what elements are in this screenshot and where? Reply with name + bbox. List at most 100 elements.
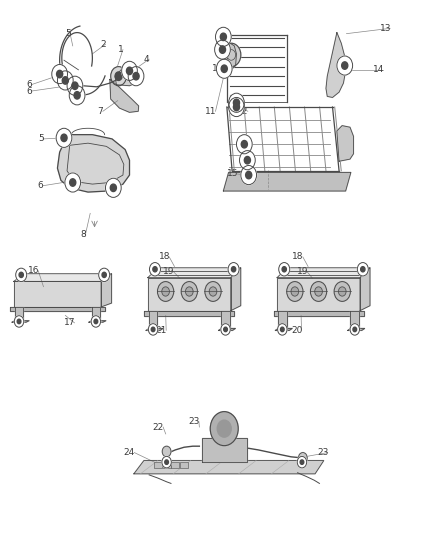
Circle shape <box>57 71 73 90</box>
Circle shape <box>111 67 127 86</box>
Text: 17: 17 <box>64 318 75 327</box>
Text: 21: 21 <box>155 326 167 335</box>
Circle shape <box>233 103 240 111</box>
Circle shape <box>62 77 68 84</box>
Circle shape <box>315 287 322 296</box>
Text: 4: 4 <box>144 55 149 63</box>
Circle shape <box>205 281 221 301</box>
Circle shape <box>280 327 284 332</box>
Circle shape <box>357 263 368 276</box>
Text: 2: 2 <box>100 40 106 49</box>
Polygon shape <box>274 311 364 316</box>
Circle shape <box>246 171 252 179</box>
Text: 5: 5 <box>65 29 71 38</box>
Polygon shape <box>101 274 112 307</box>
Polygon shape <box>14 274 112 281</box>
Circle shape <box>67 76 83 95</box>
Circle shape <box>240 151 255 169</box>
Text: 5: 5 <box>38 134 43 143</box>
Circle shape <box>241 165 257 184</box>
Polygon shape <box>12 321 29 322</box>
Circle shape <box>19 272 23 278</box>
Circle shape <box>229 93 244 112</box>
Circle shape <box>244 157 251 164</box>
Circle shape <box>282 266 286 272</box>
Polygon shape <box>14 307 23 322</box>
Circle shape <box>339 287 346 296</box>
Circle shape <box>224 327 227 332</box>
Circle shape <box>14 316 24 327</box>
Circle shape <box>181 281 198 301</box>
Circle shape <box>153 266 157 272</box>
Polygon shape <box>231 268 241 311</box>
Text: 11: 11 <box>205 107 216 116</box>
Polygon shape <box>221 311 230 330</box>
Text: 8: 8 <box>80 230 86 239</box>
Circle shape <box>219 46 226 53</box>
Circle shape <box>162 287 170 296</box>
Text: 12: 12 <box>237 107 249 116</box>
Circle shape <box>17 319 21 324</box>
Polygon shape <box>277 278 360 311</box>
Text: 19: 19 <box>163 268 175 276</box>
Circle shape <box>74 92 80 99</box>
Circle shape <box>61 134 67 142</box>
Circle shape <box>70 179 76 186</box>
Text: 20: 20 <box>291 326 302 335</box>
Text: 18: 18 <box>292 253 304 261</box>
Circle shape <box>72 82 78 90</box>
Polygon shape <box>223 172 351 191</box>
Polygon shape <box>149 311 157 330</box>
Text: 18: 18 <box>159 253 170 261</box>
Circle shape <box>241 141 247 148</box>
Circle shape <box>222 43 241 67</box>
Text: 10: 10 <box>212 64 224 73</box>
Circle shape <box>186 287 193 296</box>
Polygon shape <box>92 307 100 322</box>
Circle shape <box>158 281 174 301</box>
Circle shape <box>215 40 230 59</box>
Circle shape <box>56 128 72 148</box>
Circle shape <box>228 263 239 276</box>
Circle shape <box>69 86 85 105</box>
Circle shape <box>106 178 121 197</box>
Circle shape <box>162 456 171 468</box>
Polygon shape <box>276 328 292 330</box>
Polygon shape <box>278 311 287 330</box>
Circle shape <box>229 98 244 117</box>
Circle shape <box>102 272 106 278</box>
Text: 13: 13 <box>380 24 391 33</box>
FancyBboxPatch shape <box>154 462 162 468</box>
Circle shape <box>287 281 303 301</box>
Circle shape <box>311 281 327 301</box>
Polygon shape <box>14 281 101 307</box>
Circle shape <box>94 319 98 324</box>
Circle shape <box>115 72 122 80</box>
Text: 9: 9 <box>220 29 226 38</box>
Text: 6: 6 <box>38 181 43 190</box>
Text: 23: 23 <box>317 448 328 457</box>
Circle shape <box>57 70 63 78</box>
Circle shape <box>237 135 252 154</box>
Circle shape <box>148 324 158 335</box>
Circle shape <box>215 27 231 46</box>
Text: 7: 7 <box>98 107 103 116</box>
Polygon shape <box>146 328 163 330</box>
Text: 24: 24 <box>124 448 135 457</box>
Circle shape <box>337 56 353 75</box>
Polygon shape <box>360 268 370 311</box>
Circle shape <box>279 263 290 276</box>
Circle shape <box>334 281 350 301</box>
Text: 15: 15 <box>227 169 238 179</box>
Circle shape <box>298 453 307 463</box>
Polygon shape <box>219 328 236 330</box>
Circle shape <box>162 446 171 457</box>
Text: 1: 1 <box>118 45 124 54</box>
Text: 14: 14 <box>373 66 384 74</box>
Circle shape <box>291 287 299 296</box>
Text: 6: 6 <box>26 86 32 95</box>
FancyBboxPatch shape <box>171 462 179 468</box>
Polygon shape <box>11 307 105 311</box>
Circle shape <box>360 266 365 272</box>
Circle shape <box>353 327 357 332</box>
